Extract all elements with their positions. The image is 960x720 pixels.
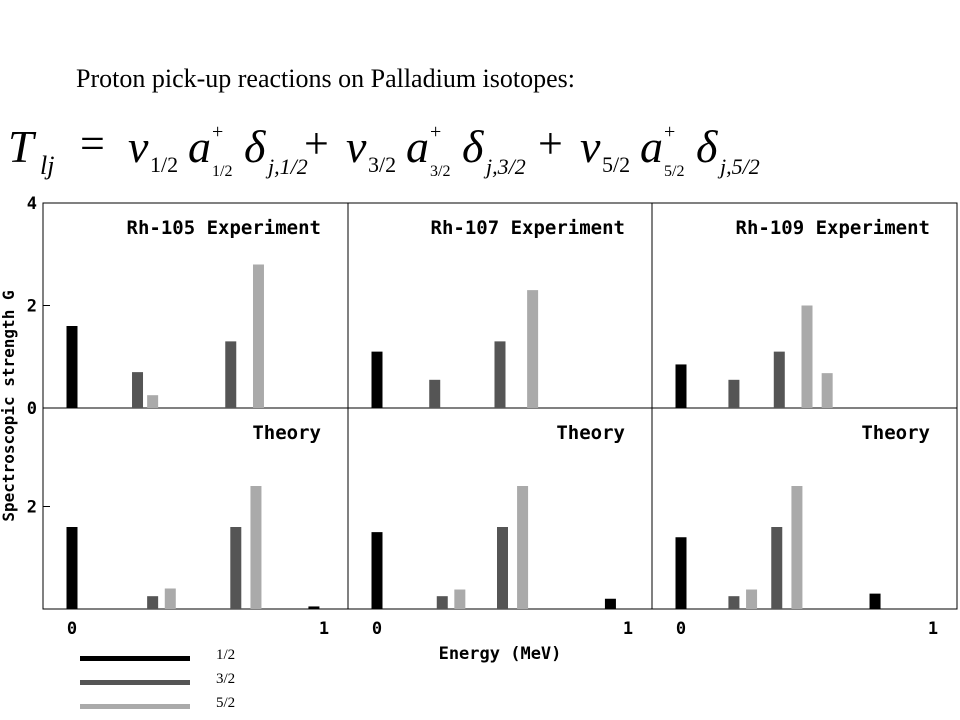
legend-swatch-3-2 (80, 680, 190, 685)
page-heading: Proton pick-up reactions on Palladium is… (76, 64, 575, 93)
panel-exp-0: Rh-105 Experiment (66, 217, 321, 408)
panel-title: Rh-109 Experiment (736, 217, 930, 239)
panel-theory-1: Theory (371, 422, 625, 609)
formula-a-superscript: + (212, 121, 223, 143)
y-tick-label: 2 (27, 297, 37, 317)
legend-swatch-1-2 (80, 656, 190, 661)
x-tick-label: 0 (67, 619, 77, 639)
bar-1-2 (371, 351, 383, 408)
formula-a: a (406, 121, 429, 172)
panel-title: Theory (252, 422, 321, 444)
bar-1-2 (675, 364, 687, 408)
bar-1-2 (66, 527, 78, 609)
panel-title: Rh-107 Experiment (431, 217, 625, 239)
x-tick-label: 1 (623, 619, 633, 639)
formula-delta: δ (244, 121, 266, 172)
bar-3-2 (132, 372, 144, 408)
bar-3-2 (230, 527, 242, 609)
formula-v-subscript: 1/2 (150, 152, 178, 177)
bar-5-2 (164, 588, 176, 609)
x-tick-label: 0 (372, 619, 382, 639)
legend-label-1-2: 1/2 (216, 647, 236, 663)
formula-delta-subscript: j,5/2 (717, 154, 760, 179)
y-tick-label: 4 (27, 194, 37, 214)
bar-5-2 (821, 373, 833, 408)
bar-5-2 (252, 264, 264, 408)
panel-exp-1: Rh-107 Experiment (371, 217, 625, 408)
formula-a-subscript: 5/2 (664, 163, 684, 180)
formula-v: v (580, 121, 601, 172)
legend-swatch-5-2 (80, 704, 190, 709)
bar-5-2 (147, 395, 159, 408)
bar-1-2 (604, 598, 616, 609)
formula-a-subscript: 3/2 (430, 163, 450, 180)
formula-v: v (128, 121, 149, 172)
formula-a-subscript: 1/2 (212, 163, 232, 180)
legend-label-3-2: 3/2 (216, 671, 236, 687)
bar-1-2 (308, 606, 320, 609)
panel-theory-2: Theory (675, 422, 930, 609)
bar-3-2 (494, 341, 506, 408)
bar-1-2 (66, 326, 78, 408)
bar-3-2 (147, 596, 159, 609)
y-axis-label: Spectroscopic strength G (0, 290, 18, 521)
bar-5-2 (454, 589, 466, 609)
bar-3-2 (429, 379, 441, 408)
formula-a-superscript: + (664, 121, 675, 143)
bar-5-2 (801, 305, 813, 408)
bar-3-2 (728, 596, 740, 609)
formula-equals: = (80, 119, 105, 168)
formula-plus: + (538, 119, 563, 168)
x-tick-label: 1 (928, 619, 938, 639)
panel-title: Rh-105 Experiment (127, 217, 321, 239)
formula-delta: δ (696, 121, 718, 172)
bar-5-2 (527, 290, 539, 408)
bar-3-2 (773, 351, 785, 408)
bar-5-2 (791, 486, 803, 609)
formula-a: a (640, 121, 663, 172)
formula-v-subscript: 5/2 (602, 152, 630, 177)
bar-3-2 (436, 596, 448, 609)
panel-title: Theory (556, 422, 625, 444)
formula-a: a (188, 121, 211, 172)
bar-1-2 (869, 593, 881, 609)
bar-3-2 (771, 527, 783, 609)
formula-delta-subscript: j,1/2 (265, 154, 308, 179)
y-tick-label: 0 (27, 399, 37, 419)
formula-v-subscript: 3/2 (368, 152, 396, 177)
bar-5-2 (250, 486, 262, 609)
formula-a-superscript: + (430, 121, 441, 143)
legend-label-5-2: 5/2 (216, 695, 236, 711)
formula-delta: δ (462, 121, 484, 172)
bar-3-2 (497, 527, 508, 609)
bar-1-2 (371, 532, 383, 609)
formula-plus: + (304, 119, 329, 168)
panel-title: Theory (861, 422, 930, 444)
bar-3-2 (225, 341, 237, 408)
x-tick-label: 1 (319, 619, 329, 639)
formula-lhs: T (8, 121, 37, 172)
panel-theory-0: Theory (66, 422, 321, 609)
bar-5-2 (517, 486, 529, 609)
bar-5-2 (746, 589, 758, 609)
x-axis-label: Energy (MeV) (439, 644, 562, 664)
x-tick-label: 0 (676, 619, 686, 639)
bar-3-2 (728, 379, 740, 408)
panel-exp-2: Rh-109 Experiment (675, 217, 930, 408)
bar-1-2 (675, 537, 687, 609)
y-tick-label: 2 (27, 498, 37, 518)
formula-v: v (346, 121, 367, 172)
formula-lhs-subscript: lj (40, 151, 54, 180)
formula-delta-subscript: j,3/2 (483, 154, 526, 179)
